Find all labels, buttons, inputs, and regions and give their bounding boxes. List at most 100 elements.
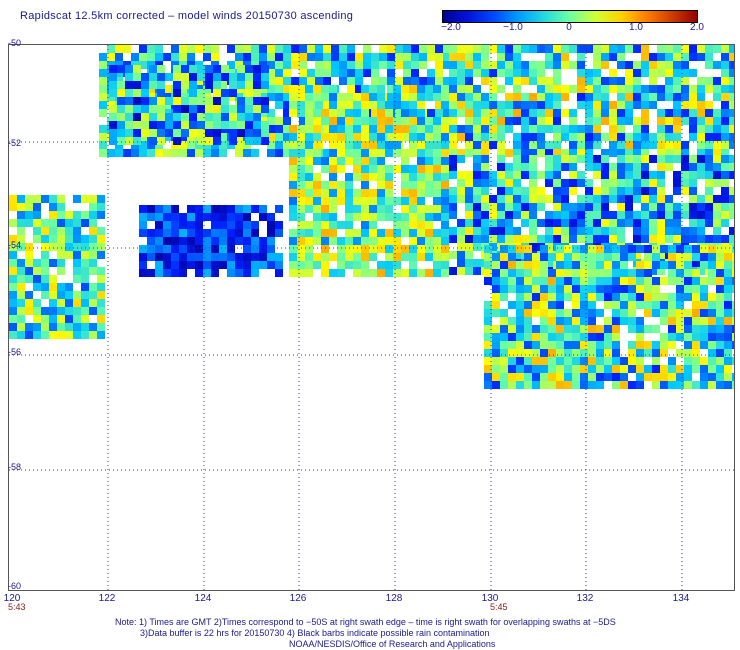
swath-cell bbox=[259, 245, 267, 253]
swath-cell bbox=[361, 197, 369, 205]
footnote-line-3: NOAA/NESDIS/Office of Research and Appli… bbox=[289, 639, 496, 649]
swath-cell bbox=[65, 243, 73, 251]
swath-cell bbox=[708, 293, 716, 301]
swath-cell bbox=[529, 141, 537, 149]
swath-cell bbox=[89, 211, 97, 219]
swath-cell bbox=[700, 309, 708, 317]
swath-cell bbox=[521, 133, 529, 141]
swath-cell bbox=[508, 277, 516, 285]
swath-cell bbox=[329, 173, 337, 181]
swath-cell bbox=[537, 235, 545, 243]
swath-cell bbox=[219, 245, 227, 253]
swath-cell bbox=[433, 269, 441, 277]
swath-cell bbox=[545, 243, 553, 251]
swath-cell bbox=[41, 323, 49, 331]
swath-cell bbox=[125, 105, 133, 113]
swath-cell bbox=[141, 129, 149, 137]
swath-cell bbox=[283, 125, 291, 133]
swath-cell bbox=[163, 245, 171, 253]
swath-cell bbox=[497, 203, 505, 211]
swath-cell bbox=[425, 229, 433, 237]
swath-cell bbox=[569, 85, 577, 93]
swath-cell bbox=[393, 197, 401, 205]
swath-cell bbox=[227, 61, 235, 69]
swath-cell bbox=[585, 187, 593, 195]
swath-cell bbox=[275, 205, 283, 213]
swath-cell bbox=[572, 381, 580, 389]
swath-cell bbox=[245, 137, 253, 145]
swath-cell bbox=[97, 275, 105, 283]
swath-cell bbox=[497, 69, 505, 77]
swath-cell bbox=[548, 301, 556, 309]
swath-cell bbox=[668, 357, 676, 365]
swath-cell bbox=[545, 61, 553, 69]
swath-cell bbox=[513, 163, 521, 171]
swath-cell bbox=[489, 85, 497, 93]
swath-cell bbox=[620, 301, 628, 309]
swath-cell bbox=[545, 109, 553, 117]
swath-cell bbox=[245, 121, 253, 129]
swath-cell bbox=[505, 227, 513, 235]
swath-cell bbox=[275, 101, 283, 109]
swath-cell bbox=[99, 149, 107, 157]
swath-cell bbox=[556, 341, 564, 349]
swath-cell bbox=[339, 53, 347, 61]
swath-cell bbox=[229, 105, 237, 113]
swath-cell bbox=[556, 325, 564, 333]
swath-cell bbox=[721, 203, 729, 211]
swath-cell bbox=[109, 65, 117, 73]
swath-cell bbox=[556, 309, 564, 317]
swath-cell bbox=[588, 333, 596, 341]
swath-cell bbox=[620, 357, 628, 365]
swath-cell bbox=[673, 171, 681, 179]
swath-cell bbox=[89, 307, 97, 315]
swath-cell bbox=[705, 45, 713, 53]
swath-cell bbox=[569, 203, 577, 211]
swath-cell bbox=[385, 189, 393, 197]
swath-cell bbox=[729, 77, 734, 85]
swath-cell bbox=[89, 203, 97, 211]
swath-cell bbox=[700, 365, 708, 373]
swath-cell bbox=[561, 163, 569, 171]
swath-cell bbox=[500, 317, 508, 325]
swath-cell bbox=[417, 197, 425, 205]
swath-cell bbox=[532, 253, 540, 261]
swath-cell bbox=[649, 211, 657, 219]
time-label-right: 5:45 bbox=[490, 602, 508, 612]
swath-cell bbox=[548, 253, 556, 261]
swath-cell bbox=[665, 155, 673, 163]
swath-cell bbox=[245, 73, 253, 81]
swath-cell bbox=[195, 229, 203, 237]
swath-cell bbox=[633, 149, 641, 157]
swath-cell bbox=[497, 125, 505, 133]
swath-cell bbox=[580, 309, 588, 317]
swath-cell bbox=[305, 229, 313, 237]
swath-cell bbox=[149, 81, 157, 89]
swath-cell bbox=[641, 203, 649, 211]
swath-cell bbox=[253, 89, 261, 97]
swath-cell bbox=[179, 45, 187, 53]
swath-cell bbox=[203, 45, 211, 53]
swath-cell bbox=[65, 307, 73, 315]
swath-cell bbox=[604, 317, 612, 325]
swath-cell bbox=[33, 283, 41, 291]
swath-cell bbox=[673, 179, 681, 187]
swath-cell bbox=[321, 213, 329, 221]
swath-cell bbox=[321, 205, 329, 213]
swath-cell bbox=[315, 61, 323, 69]
swath-cell bbox=[473, 171, 481, 179]
swath-cell bbox=[89, 259, 97, 267]
swath-cell bbox=[189, 113, 197, 121]
swath-cell bbox=[361, 245, 369, 253]
swath-cell bbox=[492, 381, 500, 389]
swath-cell bbox=[267, 93, 275, 101]
swath-cell bbox=[81, 331, 89, 339]
swath-cell bbox=[689, 117, 697, 125]
swath-cell bbox=[441, 85, 449, 93]
swath-cell bbox=[155, 245, 163, 253]
swath-cell bbox=[425, 165, 433, 173]
swath-cell bbox=[229, 129, 237, 137]
swath-cell bbox=[580, 269, 588, 277]
swath-cell bbox=[689, 187, 697, 195]
swath-cell bbox=[588, 373, 596, 381]
